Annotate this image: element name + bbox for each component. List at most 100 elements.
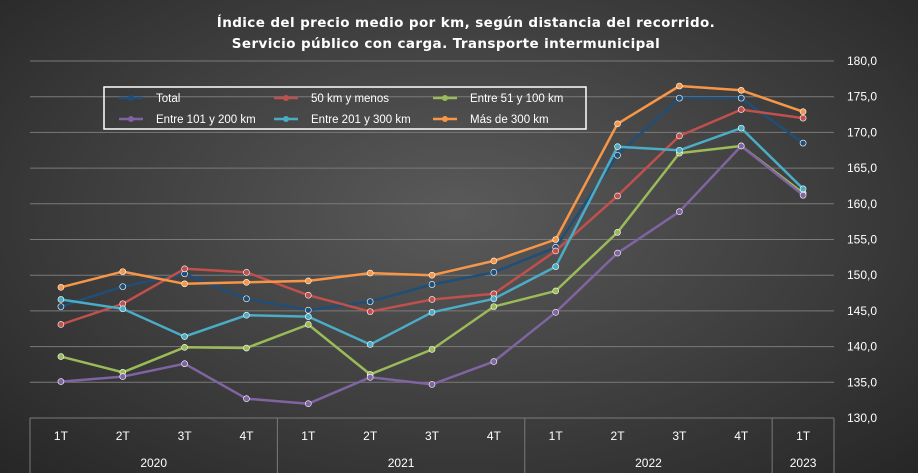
chart-title-line-2: Servicio público con carga. Transporte i… — [232, 36, 660, 52]
legend-swatch-marker — [128, 95, 134, 101]
legend-swatch-marker — [283, 116, 289, 122]
data-point — [552, 247, 559, 255]
data-point — [737, 124, 745, 132]
data-point — [57, 378, 65, 385]
x-tick-label: 1T — [301, 429, 316, 443]
data-point — [181, 360, 188, 368]
data-point — [552, 236, 559, 243]
data-point — [676, 82, 683, 90]
series-6 — [57, 82, 807, 291]
y-tick-label: 130,0 — [847, 411, 877, 425]
data-point — [737, 142, 745, 150]
legend-label: Entre 201 y 300 km — [311, 114, 411, 126]
x-tick-label: 1T — [54, 429, 69, 443]
data-point — [490, 269, 498, 276]
series-4 — [57, 142, 807, 408]
data-point — [305, 291, 312, 299]
x-group-label: 2023 — [790, 456, 817, 470]
data-point — [366, 308, 374, 315]
legend-label: Más de 300 km — [470, 114, 549, 126]
x-tick-label: 4T — [487, 429, 502, 443]
y-tick-label: 140,0 — [847, 340, 877, 354]
data-point — [243, 344, 250, 352]
data-point — [243, 395, 250, 403]
series-line — [60, 144, 804, 376]
data-point — [552, 263, 559, 270]
x-tick-label: 2T — [611, 429, 626, 443]
data-point — [676, 94, 683, 102]
series-lines — [57, 82, 807, 408]
data-point — [676, 146, 683, 154]
x-tick-label: 2T — [116, 429, 131, 443]
data-point — [737, 106, 745, 113]
data-point — [614, 151, 621, 159]
data-point — [428, 281, 436, 288]
y-tick-label: 160,0 — [847, 197, 877, 211]
data-point — [119, 283, 127, 290]
data-point — [119, 305, 127, 313]
data-point — [57, 284, 65, 291]
y-axis-ticks: 130,0 135,0 140,0 145,0 150,0 155,0 160,0 165,0… — [847, 54, 877, 425]
y-tick-label: 175,0 — [847, 90, 877, 104]
x-group-label: 2021 — [388, 456, 415, 470]
legend-label: Entre 51 y 100 km — [470, 93, 563, 105]
data-point — [57, 303, 65, 310]
data-point — [181, 333, 188, 340]
data-point — [243, 279, 250, 286]
data-point — [428, 296, 436, 303]
data-point — [799, 139, 807, 147]
data-point — [243, 295, 250, 303]
x-tick-label: 3T — [425, 429, 440, 443]
legend-item: Entre 51 y 100 km — [433, 93, 563, 105]
data-point — [428, 309, 436, 316]
data-point — [614, 192, 621, 200]
series-line — [60, 108, 804, 326]
data-point — [799, 185, 807, 193]
legend-item: Total — [119, 93, 180, 105]
data-point — [676, 208, 683, 215]
series-2 — [57, 106, 807, 328]
gridlines — [30, 60, 834, 419]
y-tick-label: 180,0 — [847, 54, 877, 68]
x-tick-label: 1T — [796, 429, 811, 443]
data-point — [490, 358, 498, 365]
data-point — [305, 400, 312, 408]
data-point — [428, 346, 436, 353]
legend-item: Entre 201 y 300 km — [274, 114, 411, 126]
y-tick-label: 165,0 — [847, 161, 877, 175]
data-point — [490, 295, 498, 303]
data-point — [490, 257, 498, 265]
data-point — [799, 191, 807, 199]
data-point — [614, 120, 621, 128]
data-point — [57, 353, 65, 360]
data-point — [305, 277, 312, 285]
legend-swatch-marker — [283, 95, 289, 101]
data-point — [305, 321, 312, 328]
data-point — [552, 309, 559, 316]
legend-label: 50 km y menos — [311, 93, 389, 105]
x-group-label: 2022 — [635, 456, 662, 470]
series-5 — [57, 124, 807, 348]
data-point — [57, 321, 65, 328]
data-point — [428, 271, 436, 279]
legend-item: Entre 101 y 200 km — [119, 114, 256, 126]
data-point — [366, 341, 374, 348]
x-tick-label: 3T — [672, 429, 687, 443]
data-point — [614, 249, 621, 257]
data-point — [181, 280, 188, 288]
legend-swatch-marker — [442, 116, 448, 122]
data-point — [428, 381, 436, 388]
legend-item: Más de 300 km — [433, 114, 549, 126]
legend-label: Total — [156, 93, 180, 105]
series-3 — [57, 142, 807, 378]
data-point — [737, 86, 745, 94]
x-tick-label: 3T — [178, 429, 193, 443]
data-point — [552, 287, 559, 295]
x-tick-label: 2T — [363, 429, 378, 443]
data-point — [366, 269, 374, 277]
data-point — [305, 313, 312, 320]
legend-label: Entre 101 y 200 km — [156, 114, 256, 126]
data-point — [243, 269, 250, 276]
data-point — [119, 268, 127, 275]
